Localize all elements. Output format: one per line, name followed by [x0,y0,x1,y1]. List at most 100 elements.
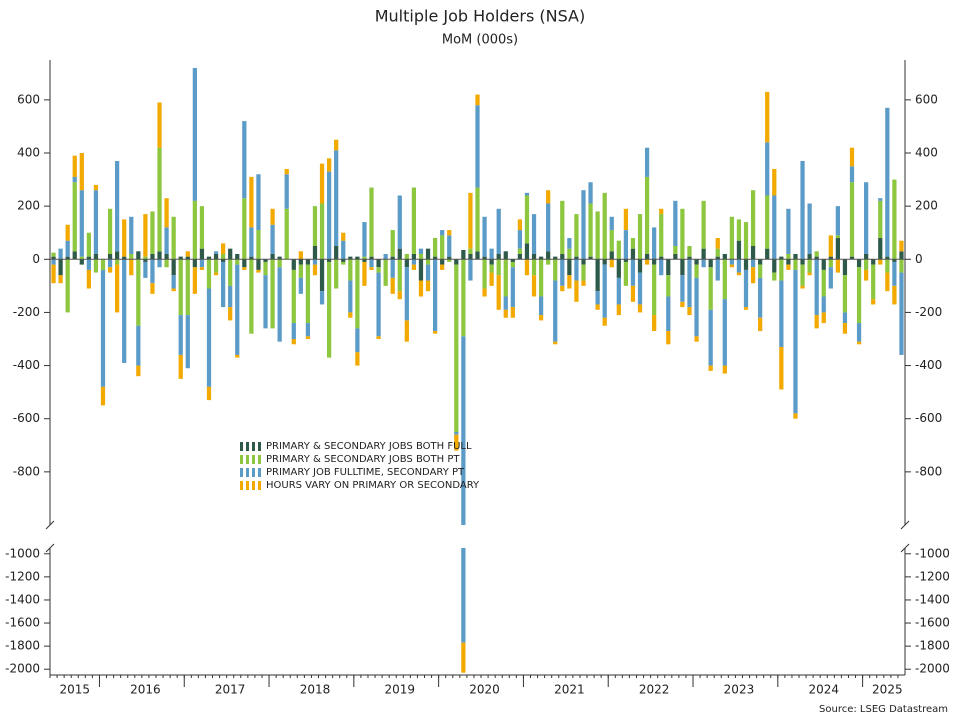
bar-segment [644,259,650,265]
bar-segment [221,261,226,308]
bar-segment [588,182,593,204]
bar-segment [397,195,402,249]
bar-segment [348,256,353,260]
bar-segment [892,261,897,286]
bar-segment [560,200,565,254]
bar-segment [531,259,537,276]
bar-segment [538,256,544,260]
legend-label: PRIMARY & SECONDARY JOBS BOTH PT [266,454,460,465]
bar-segment [397,291,402,300]
bar-segment [136,325,141,366]
bar-segment [115,264,120,313]
bar-segment [708,309,713,366]
bar-segment [468,259,473,281]
bar-segment [517,230,523,249]
bar-segment [228,285,233,308]
bar-segment [425,248,431,260]
legend-swatch [240,455,243,464]
bar-segment [553,341,558,345]
bar-segment [758,259,763,265]
bar-segment [390,256,395,260]
bar-segment [821,312,826,324]
bar-segment [680,208,685,260]
bar-segment [100,386,106,406]
bar-segment [425,259,431,265]
bar-segment [496,208,501,254]
bar-segment [602,264,607,318]
bar-segment [100,259,106,270]
bar-segment [821,296,826,313]
bar-segment [835,259,840,273]
legend-swatch [246,455,249,464]
bar-segment [51,256,56,260]
bar-segment [786,259,791,265]
y-tick-label-right: -1800 [915,639,950,653]
bar-segment [687,307,692,316]
bar-segment [899,259,904,273]
bar-segment [616,304,621,316]
bar-segment [228,259,233,286]
bar-segment [588,203,593,257]
bar-segment [277,256,282,260]
bar-segment [326,158,332,172]
bar-segment [277,267,282,342]
bar-segment [157,102,162,148]
bar-segment [560,253,565,260]
bar-segment [793,253,798,260]
legend-swatch [246,481,249,490]
bar-segment [341,240,346,260]
bar-segment [249,227,254,257]
bar-segment [171,288,176,292]
bar-segment [440,230,445,236]
bar-segment [235,259,240,265]
bar-segment [432,256,438,260]
bar-segment [828,256,833,260]
bar-segment [65,256,70,260]
bar-segment [270,224,275,254]
bar-segment [199,267,205,270]
bar-segment [758,277,763,318]
bar-segment [694,264,699,278]
bar-segment [305,336,311,339]
bar-segment [659,208,664,215]
bar-segment [390,277,395,294]
bar-segment [814,251,819,257]
bar-segment [885,272,890,292]
bar-segment [475,94,480,106]
bar-segment [58,275,63,284]
bar-segment [644,147,650,177]
bar-segment [637,272,643,305]
bar-segment [93,184,99,191]
bar-segment [213,259,219,273]
bar-segment [249,176,254,228]
bar-segment [644,176,650,254]
bar-segment [418,253,424,260]
bar-segment [284,208,289,260]
bar-segment [199,248,205,260]
legend-item: PRIMARY JOB FULLTIME, SECONDARY PT [240,467,465,478]
bar-segment [878,259,883,265]
bar-segment [560,259,565,286]
bar-segment [482,259,487,289]
bar-segment [362,261,367,286]
bar-segment [468,253,473,260]
bar-segment [793,269,798,414]
bar-segment [341,261,346,265]
bar-segment [376,259,381,268]
bar-segment [736,240,742,260]
bar-segment [553,280,558,342]
legend-swatch [252,442,255,451]
bar-segment [411,187,417,254]
bar-segment [510,259,515,262]
bar-segment [341,232,346,241]
y-tick-label-right: -600 [915,411,942,425]
bar-segment [694,259,699,265]
bar-segment [235,253,240,260]
bar-segment [178,259,183,316]
bar-segment [298,259,303,265]
bar-segment [334,150,339,246]
bar-segment [150,283,155,294]
bar-segment [546,251,551,260]
bar-segment [885,107,890,257]
bar-segment [807,253,812,260]
